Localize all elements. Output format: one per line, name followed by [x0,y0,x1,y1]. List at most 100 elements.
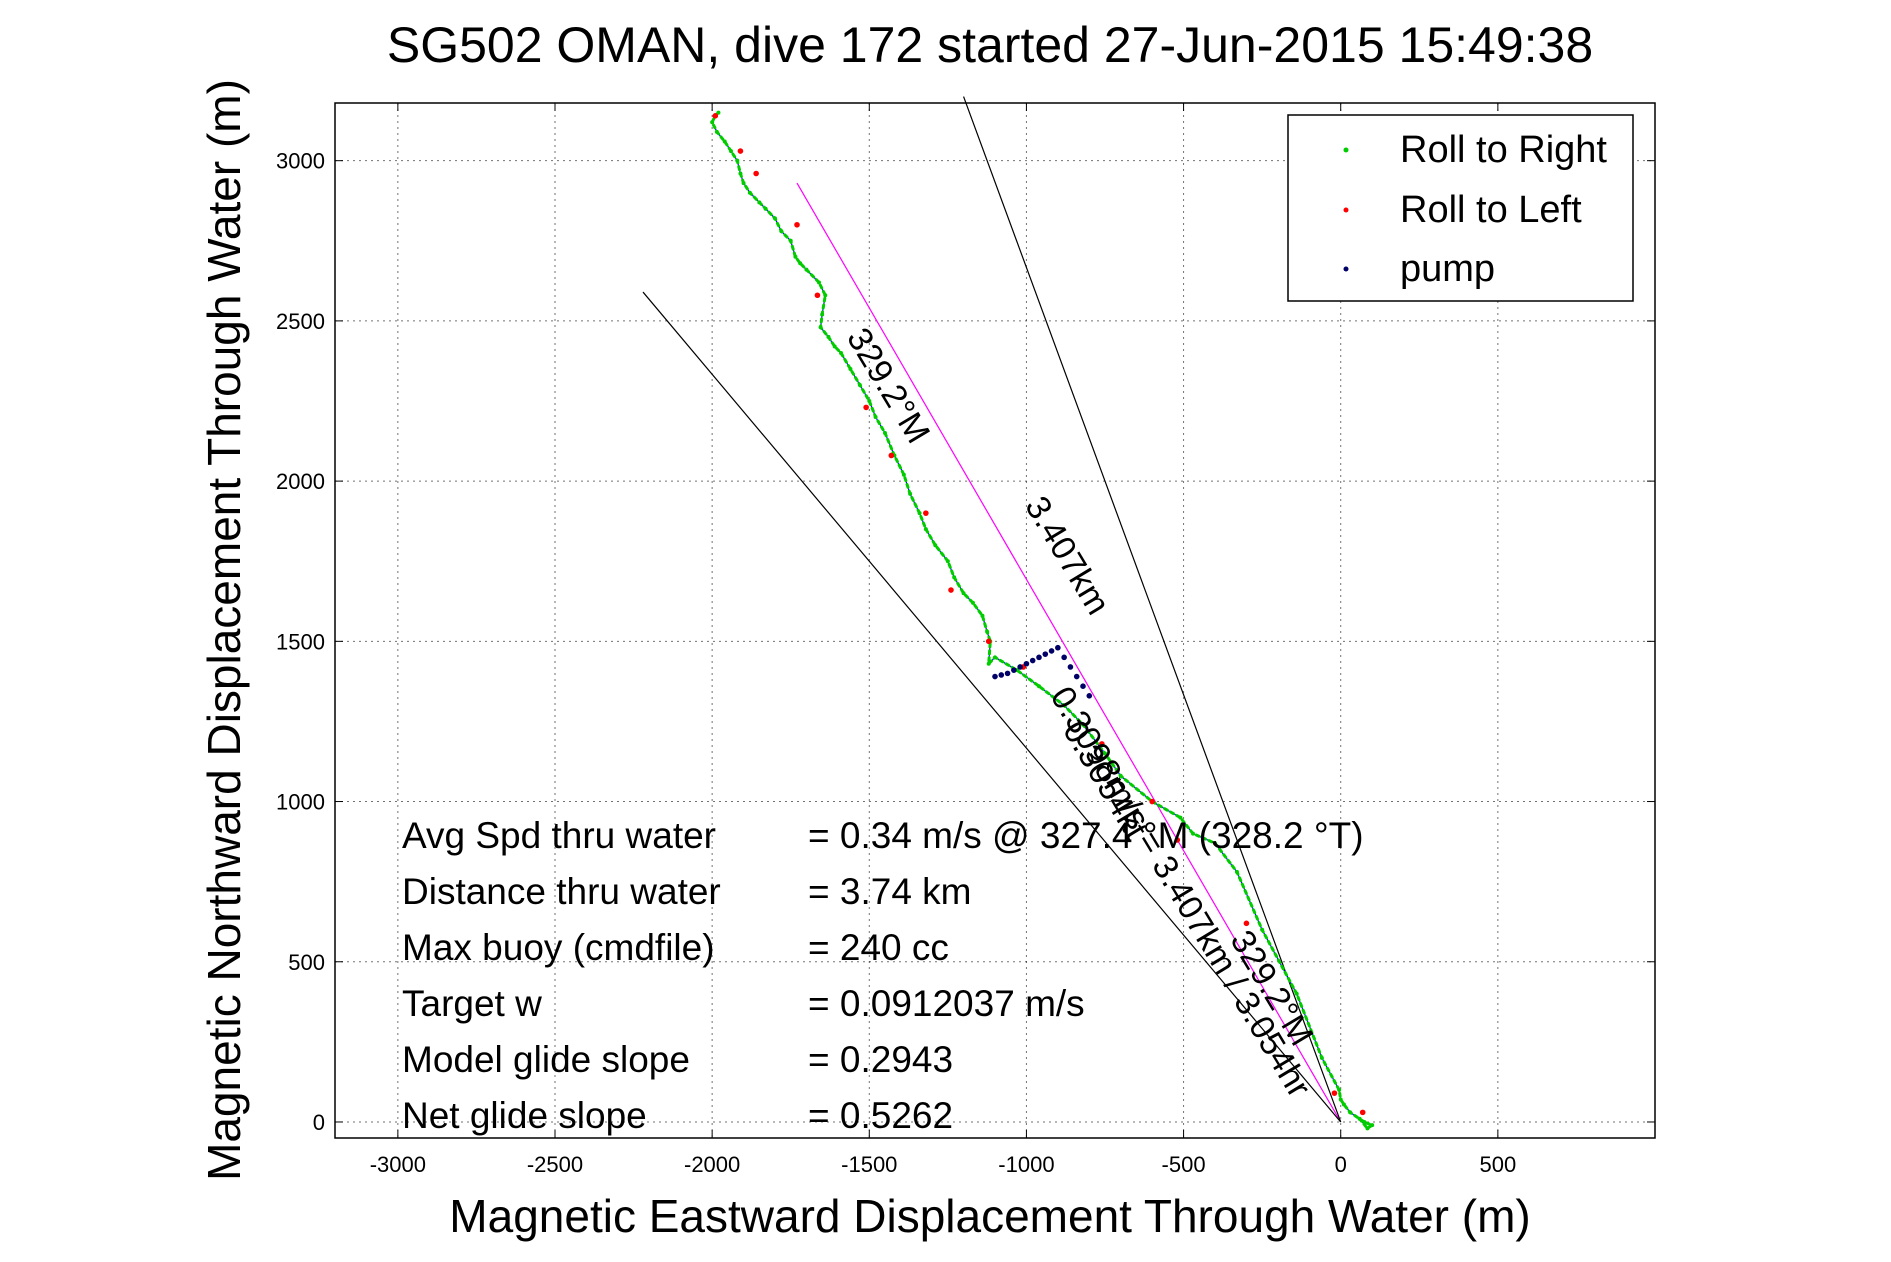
roll-right-point [848,366,853,371]
roll-left-point [712,113,719,119]
roll-left-point [948,587,954,593]
stat-label: Avg Spd thru water [402,815,716,856]
legend-marker-roll-right [1343,147,1349,153]
roll-left-point [814,292,821,299]
pump-point [1017,664,1023,670]
pump-point [1042,651,1049,657]
pump-point [1086,693,1093,699]
roll-right-point [839,350,843,355]
pump-point [1011,667,1017,673]
pump-point [1080,683,1086,689]
reference-line [642,291,1342,1123]
y-tick-label: 2500 [276,309,325,334]
y-tick-label: 1000 [276,790,325,815]
roll-right-point [738,171,743,176]
roll-left-point [888,452,895,459]
roll-right-point [714,129,719,134]
reference-line [796,182,1342,1123]
pump-point [1023,660,1030,667]
roll-right-point [1081,722,1085,727]
roll-right-point [1213,841,1217,846]
stat-value: = 3.74 km [808,871,972,912]
roll-left-point [1149,798,1155,805]
roll-right-point [818,325,823,330]
pump-point [1004,670,1011,677]
reference-lines [642,96,1342,1123]
roll-right-point [945,559,950,564]
roll-left-point [923,510,929,516]
stat-value: = 0.34 m/s @ 327.4 °M (328.2 °T) [808,815,1364,856]
roll-right-point [773,216,777,221]
legend-label-pump: pump [1400,248,1495,290]
legend-marker-roll-left [1343,207,1349,213]
roll-right-point [1362,1119,1367,1124]
roll-right-point [952,575,957,580]
roll-right-point [722,139,727,144]
x-tick-label: -2000 [684,1152,740,1177]
stat-value: = 0.5262 [808,1095,953,1136]
roll-right-point [735,158,740,163]
roll-right-point [1191,831,1195,836]
roll-left-point [1243,920,1250,927]
stat-label: Target w [402,983,542,1024]
stat-value: = 0.0912037 m/s [808,983,1085,1024]
pump-point [1067,664,1074,670]
roll-right-point [1337,1087,1342,1092]
pump-point [1073,673,1080,680]
roll-right-point [832,344,837,349]
roll-right-point [729,149,733,154]
roll-right-point [1370,1123,1375,1128]
y-tick-label: 500 [288,950,325,975]
stats-block: Avg Spd thru water = 0.34 m/s @ 327.4 °M … [402,815,1364,1136]
roll-right-point [1178,815,1183,820]
plot-frame [334,102,1656,1139]
roll-right-point [1037,684,1041,689]
chart-title: SG502 OMAN, dive 172 started 27-Jun-2015… [387,17,1593,73]
x-axis-label: Magnetic Eastward Displacement Through W… [449,1190,1530,1242]
roll-left-point [737,148,744,154]
y-tick-label: 2000 [276,469,325,494]
x-tick-label: 0 [1335,1152,1347,1177]
pump-point [1061,654,1067,661]
y-axis-ticks: 0 500 1000 1500 2000 2500 3000 [276,149,1655,1135]
roll-right-point [747,190,752,195]
roll-right-point [1103,751,1107,756]
roll-right-point [779,229,784,234]
roll-right-point [741,181,746,186]
roll-right-point [798,261,803,266]
roll-right-point [1235,870,1239,875]
stat-value: = 0.2943 [808,1039,953,1080]
legend-marker-pump [1343,266,1349,272]
roll-right-point [971,600,975,605]
roll-right-point [901,472,906,477]
pump-point [1048,648,1055,654]
roll-right-point [710,120,715,125]
pump-point [992,673,998,680]
x-tick-label: -3000 [370,1152,426,1177]
roll-right-point [867,399,872,404]
y-tick-label: 1500 [276,629,325,654]
roll-left-point [1331,1090,1338,1096]
roll-left-point [794,221,800,228]
pump-point [1036,654,1042,661]
roll-right-point [917,511,922,516]
roll-right-point [763,206,768,211]
reference-line [963,96,1342,1123]
y-tick-label: 0 [313,1110,325,1135]
roll-right-point [873,415,878,420]
roll-left-point [1174,837,1181,843]
roll-right-point [788,238,793,243]
roll-left-point [753,170,759,177]
series-group [710,110,1376,1131]
roll-right-point [961,591,966,596]
y-tick-label: 3000 [276,149,325,174]
roll-left-point [863,404,869,411]
roll-right-point [923,527,928,532]
legend-label-roll-left: Roll to Left [1400,189,1582,231]
roll-right-point [980,613,985,618]
roll-right-point [1341,1102,1346,1107]
stat-label: Distance thru water [402,871,721,912]
roll-right-point [1118,773,1123,778]
x-tick-label: -1500 [841,1152,897,1177]
